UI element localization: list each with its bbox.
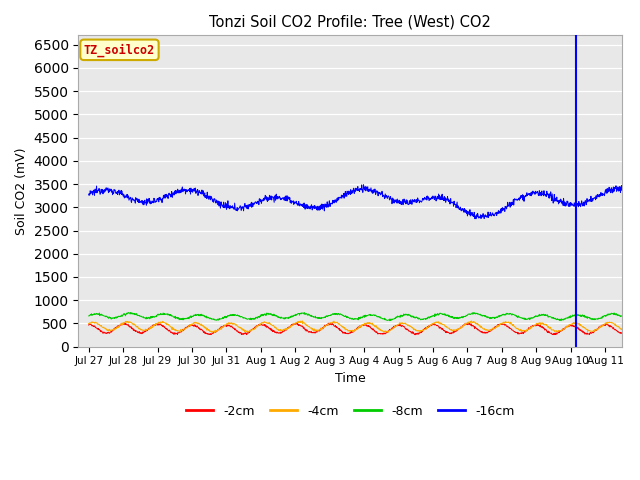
-16cm [311,204,319,209]
-8cm [618,313,626,319]
-16cm [360,182,367,188]
-8cm [332,312,340,317]
-4cm [333,320,340,325]
Line: -4cm: -4cm [89,321,622,333]
-4cm [618,327,626,333]
-4cm [211,330,218,336]
-2cm [126,324,134,330]
-4cm [323,322,331,328]
-4cm [312,327,319,333]
-16cm [332,197,340,203]
-2cm [312,330,319,336]
-2cm [412,332,419,337]
-4cm [389,326,397,332]
-16cm [148,200,156,206]
-2cm [292,320,300,325]
X-axis label: Time: Time [335,372,365,385]
-4cm [298,318,306,324]
-8cm [85,313,93,319]
-2cm [148,324,156,329]
Text: TZ_soilco2: TZ_soilco2 [84,43,155,57]
-2cm [332,324,340,330]
Title: Tonzi Soil CO2 Profile: Tree (West) CO2: Tonzi Soil CO2 Profile: Tree (West) CO2 [209,15,492,30]
-16cm [323,202,330,208]
-4cm [85,321,93,326]
Legend: -2cm, -4cm, -8cm, -16cm: -2cm, -4cm, -8cm, -16cm [181,400,520,423]
-16cm [126,195,134,201]
-16cm [389,195,397,201]
Line: -16cm: -16cm [89,185,622,219]
-2cm [389,325,397,331]
Y-axis label: Soil CO2 (mV): Soil CO2 (mV) [15,147,28,235]
-2cm [85,322,93,328]
-8cm [389,316,397,322]
-8cm [386,318,394,324]
-16cm [472,216,480,222]
-8cm [312,313,319,319]
-4cm [148,324,156,330]
-16cm [618,183,626,189]
Line: -2cm: -2cm [89,323,622,335]
-8cm [323,313,330,319]
Line: -8cm: -8cm [89,312,622,321]
-8cm [125,310,132,315]
-8cm [148,314,156,320]
-2cm [323,322,330,327]
-8cm [127,310,134,315]
-4cm [126,320,134,325]
-2cm [618,330,626,336]
-16cm [85,192,93,198]
